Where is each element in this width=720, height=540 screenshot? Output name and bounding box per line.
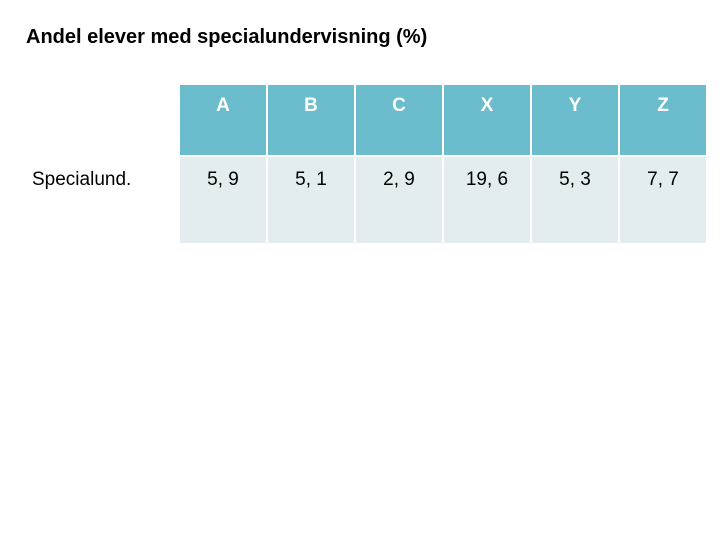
table-header-cell: Z [620, 85, 706, 155]
table-cell: 5, 1 [268, 157, 354, 243]
table-header-cell: A [180, 85, 266, 155]
table-row: Specialund. 5, 9 5, 1 2, 9 19, 6 5, 3 7,… [28, 157, 706, 243]
page-title: Andel elever med specialundervisning (%) [26, 26, 694, 49]
table-cell: 19, 6 [444, 157, 530, 243]
row-label: Specialund. [28, 157, 178, 243]
table-header-cell: Y [532, 85, 618, 155]
data-table: A B C X Y Z Specialund. 5, 9 5, 1 2, 9 1… [26, 83, 708, 245]
table-header-blank [28, 85, 178, 155]
table-cell: 2, 9 [356, 157, 442, 243]
table-header-cell: X [444, 85, 530, 155]
table-cell: 5, 9 [180, 157, 266, 243]
table-cell: 5, 3 [532, 157, 618, 243]
table-header-row: A B C X Y Z [28, 85, 706, 155]
table-header-cell: B [268, 85, 354, 155]
table-header-cell: C [356, 85, 442, 155]
table-cell: 7, 7 [620, 157, 706, 243]
